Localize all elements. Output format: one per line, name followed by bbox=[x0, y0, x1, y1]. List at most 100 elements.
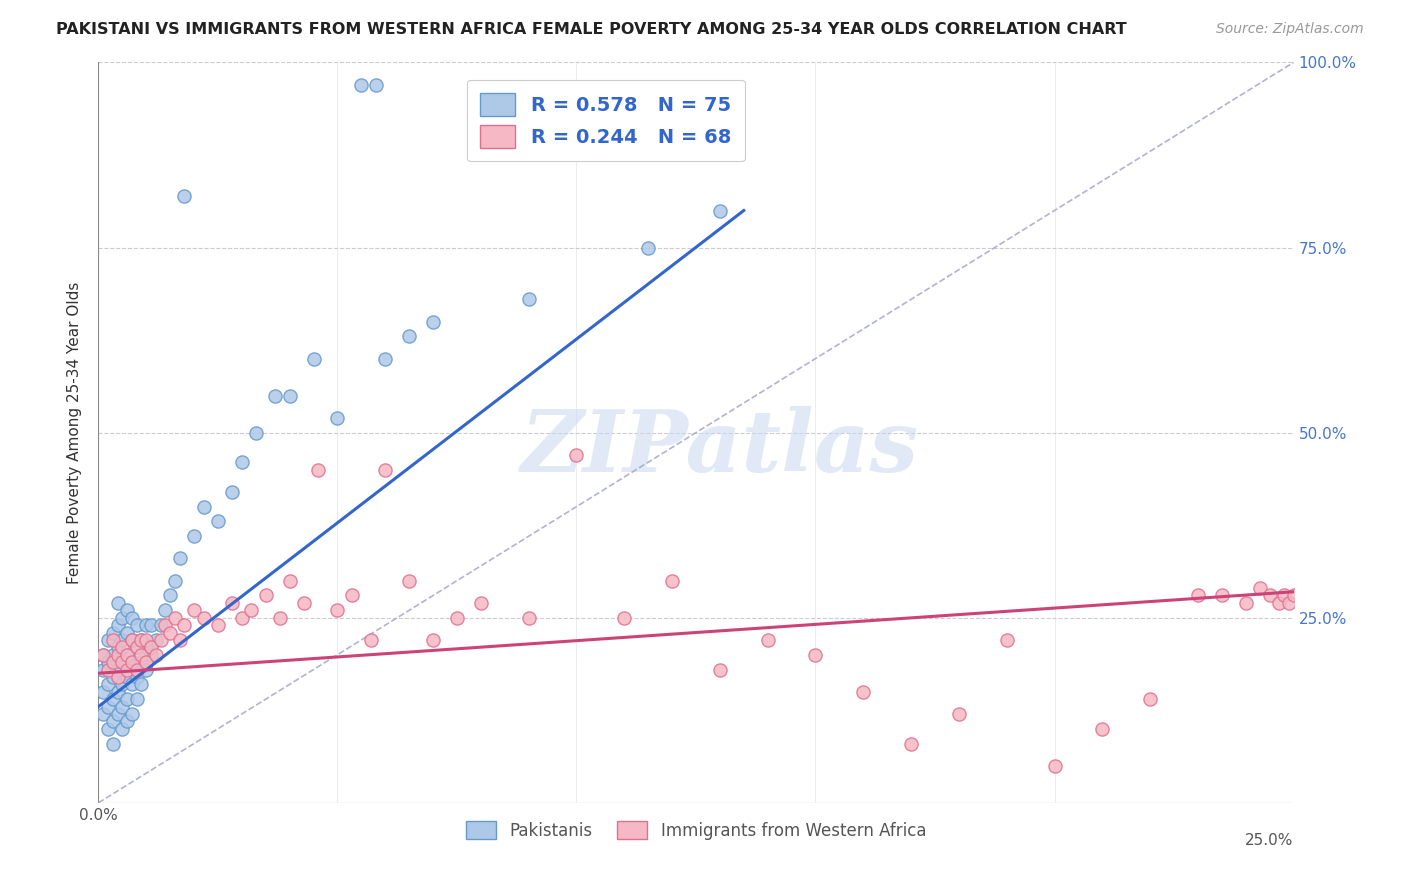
Point bbox=[121, 655, 143, 669]
Point bbox=[97, 663, 120, 677]
Point bbox=[517, 293, 540, 307]
Point bbox=[125, 663, 148, 677]
Point bbox=[149, 632, 172, 647]
Point bbox=[231, 455, 253, 469]
Text: 25.0%: 25.0% bbox=[1246, 833, 1294, 848]
Point bbox=[254, 589, 277, 603]
Point bbox=[139, 618, 162, 632]
Point bbox=[107, 618, 129, 632]
Point bbox=[101, 655, 124, 669]
Point bbox=[155, 618, 177, 632]
Point bbox=[101, 737, 124, 751]
Point bbox=[900, 737, 922, 751]
Point bbox=[661, 574, 683, 588]
Point bbox=[111, 699, 134, 714]
Point bbox=[245, 425, 267, 440]
Point bbox=[709, 663, 731, 677]
Point bbox=[278, 574, 301, 588]
Point bbox=[1139, 692, 1161, 706]
Point bbox=[101, 692, 124, 706]
Point bbox=[1258, 589, 1281, 603]
Point bbox=[111, 677, 134, 691]
Point bbox=[221, 596, 243, 610]
Point bbox=[91, 706, 114, 721]
Point bbox=[111, 655, 134, 669]
Point bbox=[1234, 596, 1257, 610]
Point bbox=[183, 603, 205, 617]
Point bbox=[159, 589, 181, 603]
Point bbox=[107, 596, 129, 610]
Point bbox=[852, 685, 875, 699]
Point bbox=[107, 670, 129, 684]
Point bbox=[163, 610, 186, 624]
Point bbox=[565, 448, 588, 462]
Point bbox=[107, 640, 129, 655]
Point bbox=[709, 203, 731, 218]
Point bbox=[145, 648, 167, 662]
Point bbox=[135, 655, 157, 669]
Point bbox=[173, 188, 195, 202]
Point bbox=[125, 692, 148, 706]
Point bbox=[97, 699, 120, 714]
Point bbox=[221, 484, 243, 499]
Point bbox=[115, 692, 138, 706]
Point bbox=[1211, 589, 1233, 603]
Point bbox=[193, 500, 215, 514]
Point bbox=[169, 551, 191, 566]
Point bbox=[756, 632, 779, 647]
Text: Source: ZipAtlas.com: Source: ZipAtlas.com bbox=[1216, 22, 1364, 37]
Point bbox=[1187, 589, 1209, 603]
Point bbox=[107, 685, 129, 699]
Point bbox=[115, 625, 138, 640]
Point bbox=[101, 670, 124, 684]
Point bbox=[121, 632, 143, 647]
Point bbox=[169, 632, 191, 647]
Point bbox=[121, 677, 143, 691]
Point bbox=[121, 655, 143, 669]
Point bbox=[995, 632, 1018, 647]
Point bbox=[163, 574, 186, 588]
Point bbox=[139, 648, 162, 662]
Text: ZIPatlas: ZIPatlas bbox=[520, 406, 920, 489]
Point bbox=[135, 618, 157, 632]
Point bbox=[111, 722, 134, 736]
Point bbox=[107, 648, 129, 662]
Point bbox=[1043, 758, 1066, 772]
Point bbox=[97, 677, 120, 691]
Point bbox=[121, 610, 143, 624]
Point bbox=[398, 574, 420, 588]
Point bbox=[364, 78, 387, 92]
Point bbox=[207, 618, 229, 632]
Point bbox=[307, 462, 329, 476]
Point bbox=[111, 610, 134, 624]
Point bbox=[131, 632, 153, 647]
Point bbox=[398, 329, 420, 343]
Text: PAKISTANI VS IMMIGRANTS FROM WESTERN AFRICA FEMALE POVERTY AMONG 25-34 YEAR OLDS: PAKISTANI VS IMMIGRANTS FROM WESTERN AFR… bbox=[56, 22, 1128, 37]
Point bbox=[111, 655, 134, 669]
Point bbox=[139, 640, 162, 655]
Point bbox=[637, 240, 659, 255]
Point bbox=[101, 648, 124, 662]
Point bbox=[422, 314, 444, 328]
Point bbox=[125, 640, 148, 655]
Point bbox=[1249, 581, 1271, 595]
Point bbox=[149, 618, 172, 632]
Point bbox=[121, 706, 143, 721]
Point bbox=[340, 589, 363, 603]
Point bbox=[326, 410, 349, 425]
Point bbox=[193, 610, 215, 624]
Point bbox=[1272, 589, 1295, 603]
Point bbox=[131, 655, 153, 669]
Point bbox=[159, 625, 181, 640]
Point bbox=[91, 648, 114, 662]
Y-axis label: Female Poverty Among 25-34 Year Olds: Female Poverty Among 25-34 Year Olds bbox=[67, 282, 83, 583]
Point bbox=[135, 663, 157, 677]
Point bbox=[173, 618, 195, 632]
Point bbox=[97, 655, 120, 669]
Point bbox=[183, 529, 205, 543]
Point bbox=[131, 632, 153, 647]
Point bbox=[350, 78, 373, 92]
Point bbox=[269, 610, 291, 624]
Point bbox=[115, 714, 138, 729]
Point bbox=[125, 670, 148, 684]
